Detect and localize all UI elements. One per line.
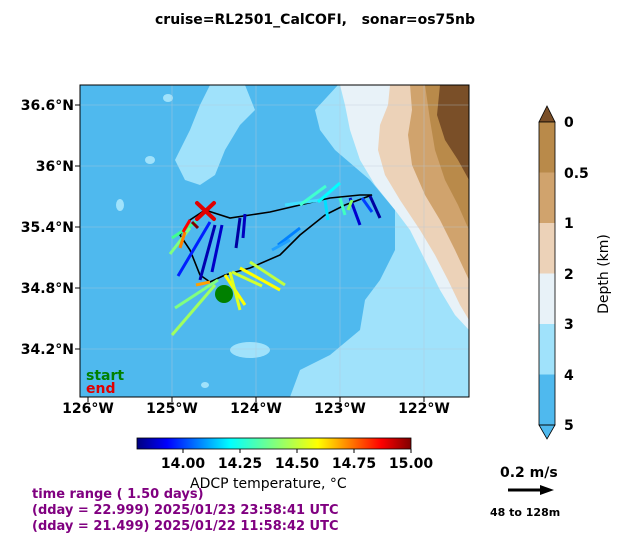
temperature-colorbar: 14.00 14.25 14.50 14.75 15.00	[136, 437, 434, 472]
lon-tick-label: 123°W	[314, 401, 366, 417]
start-label: start	[86, 368, 124, 384]
velocity-arrow	[174, 278, 219, 310]
lat-tick-label: 34.2°N	[21, 342, 74, 358]
velocity-arrow	[170, 284, 217, 336]
velocity-arrow	[231, 270, 263, 288]
velocity-arrow	[178, 231, 187, 249]
time-range-line: time range ( 1.50 days)	[32, 487, 204, 502]
lat-tick-label: 36.6°N	[21, 98, 74, 114]
velocity-arrow	[346, 199, 354, 211]
velocity-arrow	[168, 227, 192, 255]
start-marker	[215, 285, 233, 303]
time-end-line: (dday = 22.999) 2025/01/23 23:58:41 UTC	[32, 503, 339, 518]
temp-tick-label: 14.75	[332, 456, 376, 472]
velocity-arrow	[271, 238, 291, 252]
velocity-arrow	[198, 224, 217, 281]
velocity-arrow	[317, 181, 341, 204]
depth-tick-label: 0	[564, 115, 574, 131]
velocity-arrow	[181, 219, 192, 233]
velocity-arrow	[176, 221, 212, 277]
lon-tick-label: 125°W	[146, 401, 198, 417]
time-info: time range ( 1.50 days) (dday = 22.999) …	[32, 487, 339, 535]
lat-tick-label: 36°N	[36, 159, 74, 175]
depth-tick-label: 5	[564, 418, 574, 434]
temp-tick-label: 14.50	[275, 456, 320, 472]
map-panel	[80, 85, 469, 397]
land-area	[437, 85, 469, 180]
lon-ticks: 126°W 125°W 124°W 123°W 122°W	[62, 397, 450, 417]
seamount	[163, 94, 173, 102]
lon-tick-label: 122°W	[398, 401, 450, 417]
depth-colorbar-label: Depth (km)	[596, 234, 612, 314]
end-marker	[195, 201, 216, 221]
temp-tick-label: 15.00	[389, 456, 434, 472]
velocity-arrow	[190, 220, 200, 230]
velocity-arrow	[195, 280, 211, 287]
temp-tick-label: 14.25	[218, 456, 262, 472]
velocity-arrow	[228, 271, 242, 311]
velocity-arrows	[168, 181, 382, 336]
seamount	[201, 382, 209, 388]
lon-tick-label: 126°W	[62, 401, 114, 417]
scale-depth-range: 48 to 128m	[490, 506, 561, 519]
depth-tick-label: 4	[564, 368, 574, 384]
velocity-arrow	[239, 266, 281, 292]
depth-zone-3-4km-west	[175, 85, 255, 185]
lon-tick-label: 124°W	[230, 401, 282, 417]
lat-tick-label: 34.8°N	[21, 281, 74, 297]
temperature-colorbar-label: ADCP temperature, °C	[190, 476, 347, 492]
lat-ticks: 36.6°N 36°N 35.4°N 34.8°N 34.2°N	[21, 98, 80, 358]
temp-tick-label: 14.00	[161, 456, 206, 472]
depth-tick-label: 0.5	[564, 166, 589, 182]
velocity-arrow	[210, 224, 224, 273]
velocity-arrow	[368, 195, 382, 219]
velocity-arrow	[277, 226, 301, 247]
velocity-arrow	[360, 197, 374, 213]
scale-label: 0.2 m/s	[500, 465, 558, 481]
seamount	[145, 156, 155, 164]
velocity-arrow	[299, 184, 327, 207]
scale-arrow	[508, 485, 554, 495]
velocity-arrow	[241, 213, 247, 239]
depth-colorbar: 0 0.5 1 2 3 4 5 Depth (km)	[538, 105, 612, 440]
velocity-arrow	[234, 217, 242, 249]
depth-tick-label: 2	[564, 267, 574, 283]
plot-title: cruise=RL2501_CalCOFI, sonar=os75nb	[154, 12, 476, 28]
velocity-arrow	[249, 260, 286, 287]
end-label: end	[86, 381, 115, 397]
depth-tick-label: 3	[564, 317, 574, 333]
seamount	[116, 199, 124, 211]
gridlines	[80, 85, 469, 397]
velocity-arrow	[338, 197, 347, 216]
time-start-line: (dday = 21.499) 2025/01/22 11:58:42 UTC	[32, 519, 339, 534]
seamount	[230, 342, 270, 358]
lat-tick-label: 35.4°N	[21, 220, 74, 236]
velocity-arrow	[323, 199, 330, 221]
depth-tick-label: 1	[564, 216, 574, 232]
map-frame	[79, 84, 470, 398]
